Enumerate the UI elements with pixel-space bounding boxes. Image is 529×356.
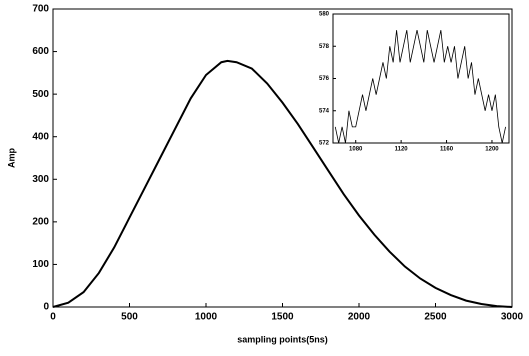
x-axis-label: sampling points(5ns) [237,334,328,344]
x-tick-label: 1200 [485,147,499,153]
x-tick-label: 1080 [349,147,363,153]
x-tick-label: 1500 [271,312,294,323]
y-tick-label: 578 [319,44,330,50]
y-axis-label: Amp [6,147,16,168]
y-tick-label: 576 [319,76,330,82]
y-tick-label: 574 [319,108,330,114]
y-tick-label: 600 [32,46,49,57]
data-line [334,30,506,144]
y-tick-label: 200 [32,216,49,227]
plot-frame [332,13,510,144]
x-tick-label: 0 [50,312,56,323]
x-tick-label: 2500 [424,312,447,323]
x-tick-label: 500 [121,312,138,323]
y-tick-label: 300 [32,174,49,185]
x-tick-label: 1120 [395,147,409,153]
y-tick-label: 500 [32,89,49,100]
y-tick-label: 0 [43,302,49,313]
y-tick-label: 580 [319,12,330,18]
y-tick-label: 700 [32,4,49,15]
x-tick-label: 1160 [440,147,454,153]
x-tick-label: 1000 [195,312,218,323]
data-line [52,59,513,308]
x-tick-label: 3000 [501,312,524,323]
y-tick-label: 572 [319,141,330,147]
x-tick-label: 2000 [348,312,371,323]
y-tick-label: 100 [32,259,49,270]
y-tick-label: 400 [32,131,49,142]
